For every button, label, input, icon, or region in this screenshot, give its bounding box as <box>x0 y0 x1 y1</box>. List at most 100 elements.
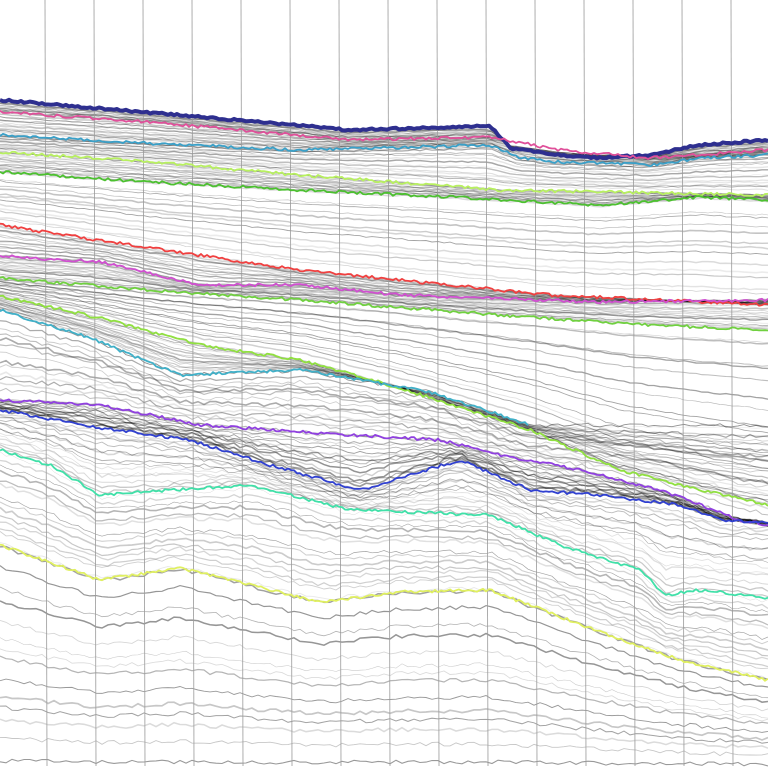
grid-line <box>93 0 97 767</box>
reflector <box>0 407 768 524</box>
reflector <box>0 422 768 551</box>
reflector <box>0 217 768 291</box>
reflector <box>0 285 768 411</box>
reflector <box>0 145 768 184</box>
reflector <box>0 696 768 741</box>
reflector <box>0 292 768 469</box>
reflector <box>0 193 768 245</box>
reflector <box>0 142 768 180</box>
reflector <box>0 637 768 719</box>
reflector <box>0 168 768 204</box>
reflector <box>0 400 768 524</box>
reflector <box>0 268 768 320</box>
reflector <box>0 287 768 434</box>
reflector <box>0 376 768 503</box>
grid-line <box>289 0 293 767</box>
reflector <box>0 116 768 161</box>
reflector <box>0 600 768 703</box>
reflector <box>0 678 768 733</box>
reflector <box>0 185 768 230</box>
grid-line <box>583 0 587 767</box>
reflector <box>0 149 768 192</box>
reflector <box>0 407 768 525</box>
reflector <box>0 422 768 550</box>
reflector <box>0 147 768 188</box>
reflector <box>0 705 768 744</box>
reflector <box>0 320 768 439</box>
reflector <box>0 432 768 569</box>
reflector <box>0 531 768 670</box>
horizon-h10 <box>0 308 529 427</box>
reflector <box>0 291 768 462</box>
reflector <box>0 125 768 163</box>
reflector <box>0 268 768 318</box>
reflector <box>0 344 768 463</box>
reflector <box>0 480 768 626</box>
reflector <box>0 164 768 201</box>
horizon-h3 <box>0 132 768 167</box>
reflector <box>0 428 768 560</box>
grid-line <box>681 0 685 767</box>
horizon-h2 <box>0 109 768 160</box>
grid-line <box>240 0 244 767</box>
horizon-h11 <box>0 398 768 527</box>
reflector <box>0 371 768 496</box>
reflector <box>0 337 768 458</box>
reflector <box>0 263 768 312</box>
reflector <box>0 284 768 400</box>
reflector <box>0 419 768 541</box>
reflector <box>0 179 768 219</box>
reflector <box>0 359 768 485</box>
reflector <box>0 648 768 722</box>
reflector <box>0 278 768 345</box>
reflector <box>0 333 768 453</box>
reflector <box>0 156 768 198</box>
reflector <box>0 119 768 162</box>
reflector <box>0 459 768 609</box>
horizon-h14 <box>0 543 768 682</box>
reflector <box>0 138 768 172</box>
reflector <box>0 655 768 725</box>
horizon-h1 <box>0 97 768 161</box>
reflector <box>0 718 768 749</box>
interpreted-horizons <box>0 97 768 682</box>
reflector <box>0 435 768 575</box>
reflector <box>0 451 768 603</box>
reflector <box>0 515 768 657</box>
reflector <box>0 501 768 645</box>
reflector <box>0 116 768 160</box>
horizon-h6 <box>0 222 768 307</box>
reflector <box>0 210 768 279</box>
reflector <box>0 414 768 533</box>
reflector <box>0 167 768 203</box>
reflector <box>0 188 768 236</box>
reflector <box>0 203 768 267</box>
horizon-h4 <box>0 151 768 198</box>
trace-grid-lines <box>44 0 734 767</box>
grid-line <box>191 0 195 767</box>
reflector <box>0 287 768 428</box>
horizon-h13 <box>0 448 768 600</box>
reflector <box>0 290 768 454</box>
reflector <box>0 758 768 767</box>
reflector <box>0 403 768 524</box>
reflector <box>0 160 768 199</box>
reflector <box>0 586 768 699</box>
reflector <box>0 269 768 321</box>
reflector <box>0 280 768 370</box>
reflector <box>0 281 768 367</box>
reflector <box>0 119 768 161</box>
reflector <box>0 464 768 613</box>
reflector <box>0 416 768 537</box>
reflector <box>0 168 768 205</box>
reflector <box>0 528 768 668</box>
horizon-h12 <box>0 409 768 524</box>
reflector <box>0 482 768 630</box>
reflector <box>0 405 768 525</box>
reflector <box>0 138 768 171</box>
grid-line <box>534 0 538 767</box>
horizon-h8 <box>0 276 768 332</box>
reflector <box>0 135 768 168</box>
reflector <box>0 146 768 185</box>
reflector <box>0 157 768 198</box>
